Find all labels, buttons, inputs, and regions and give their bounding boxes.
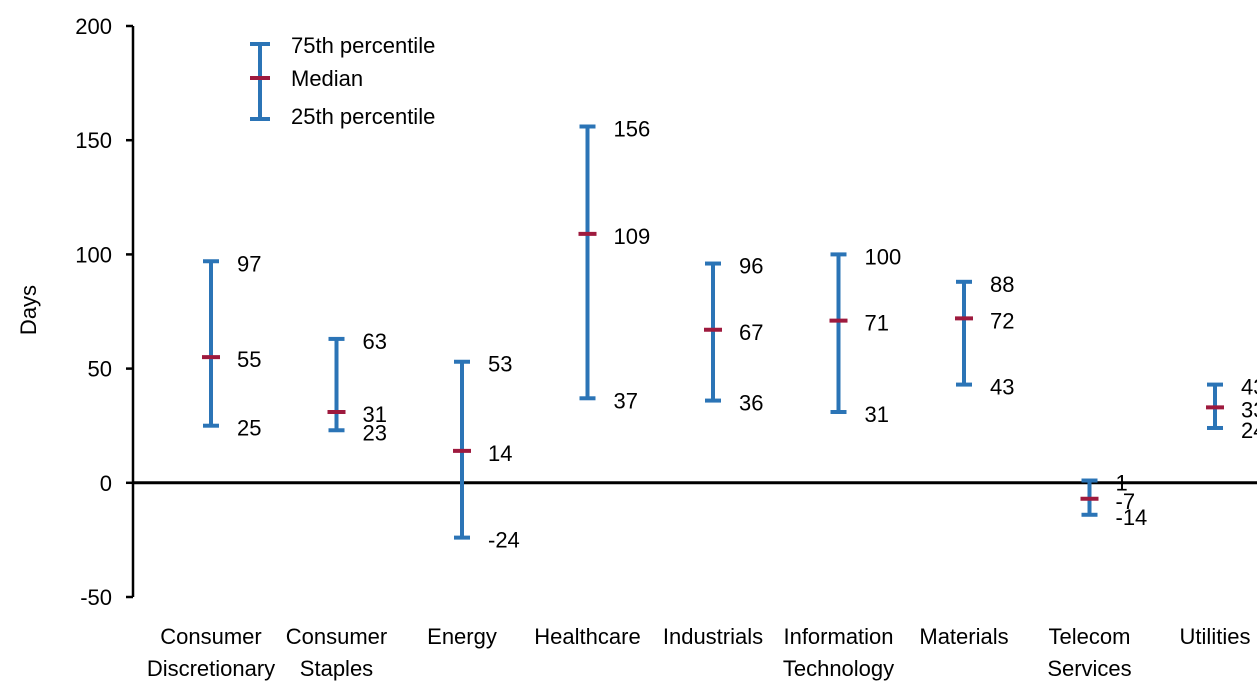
median-data-label: 55	[237, 347, 261, 372]
y-tick-label: 150	[75, 128, 112, 153]
p75-data-label: 96	[739, 254, 763, 279]
x-category-label: Technology	[783, 656, 894, 681]
p75-data-label: 88	[990, 272, 1014, 297]
legend-label-median: Median	[291, 66, 363, 91]
median-data-label: 71	[865, 311, 889, 336]
x-category-label: Telecom	[1049, 624, 1131, 649]
p25-data-label: 25	[237, 416, 261, 441]
p75-data-label: 53	[488, 352, 512, 377]
median-data-label: 31	[363, 402, 387, 427]
legend-label-75th: 75th percentile	[291, 33, 435, 58]
range-bar-group: 156 109 37	[578, 116, 651, 413]
x-category-label: Healthcare	[534, 624, 640, 649]
range-bar-group: 88 72 43	[955, 272, 1014, 400]
median-data-label: -7	[1116, 489, 1136, 514]
range-bar-group: 96 67 36	[704, 254, 763, 416]
legend-label-25th: 25th percentile	[291, 104, 435, 129]
median-data-label: 33	[1241, 397, 1257, 422]
range-bar-group: 1-7-14	[1080, 471, 1148, 530]
p25-data-label: 36	[739, 391, 763, 416]
x-category-label: Discretionary	[147, 656, 275, 681]
p25-data-label: 43	[990, 375, 1014, 400]
p75-data-label: 63	[363, 329, 387, 354]
x-category-label: Materials	[919, 624, 1008, 649]
p25-data-label: -14	[1116, 505, 1148, 530]
p75-data-label: 97	[237, 251, 261, 276]
p75-data-label: 1	[1116, 471, 1128, 496]
p25-data-label: 31	[865, 402, 889, 427]
range-bar-group: 433324	[1206, 375, 1257, 443]
p25-data-label: 23	[363, 420, 387, 445]
x-category-label: Consumer	[286, 624, 387, 649]
range-bar-group: 100 71 31	[829, 244, 902, 427]
median-data-label: 14	[488, 441, 512, 466]
range-bar-group: 97 55 25	[202, 251, 261, 441]
x-category-label: Industrials	[663, 624, 763, 649]
y-tick-label: 0	[100, 471, 112, 496]
y-tick-label: -50	[80, 585, 112, 610]
x-category-label: Staples	[300, 656, 373, 681]
x-category-label: Energy	[427, 624, 497, 649]
p25-data-label: 37	[614, 388, 638, 413]
median-data-label: 67	[739, 320, 763, 345]
legend: 75th percentile Median 25th percentile	[250, 33, 435, 129]
y-tick-label: 100	[75, 242, 112, 267]
x-category-label: Information	[783, 624, 893, 649]
y-tick-label: 50	[88, 357, 112, 382]
median-data-label: 72	[990, 308, 1014, 333]
p75-data-label: 100	[865, 244, 902, 269]
plot-area: 9755256331235314-24156109379667361007131…	[202, 116, 1257, 553]
x-category-label: Consumer	[160, 624, 261, 649]
y-axis-label: Days	[16, 285, 41, 335]
x-category-label: Services	[1047, 656, 1131, 681]
range-bar-group: 53 14 -24	[453, 352, 520, 553]
x-axis-categories: Consumer Discretionary Consumer Staples Ener…	[147, 624, 1251, 681]
p25-data-label: -24	[488, 528, 520, 553]
p75-data-label: 43	[1241, 375, 1257, 400]
p75-data-label: 156	[614, 116, 651, 141]
median-data-label: 109	[614, 224, 651, 249]
y-axis: -50 0 50 100 150 200	[75, 14, 1257, 610]
p25-data-label: 24	[1241, 418, 1257, 443]
y-tick-label: 200	[75, 14, 112, 39]
x-category-label: Utilities	[1180, 624, 1251, 649]
